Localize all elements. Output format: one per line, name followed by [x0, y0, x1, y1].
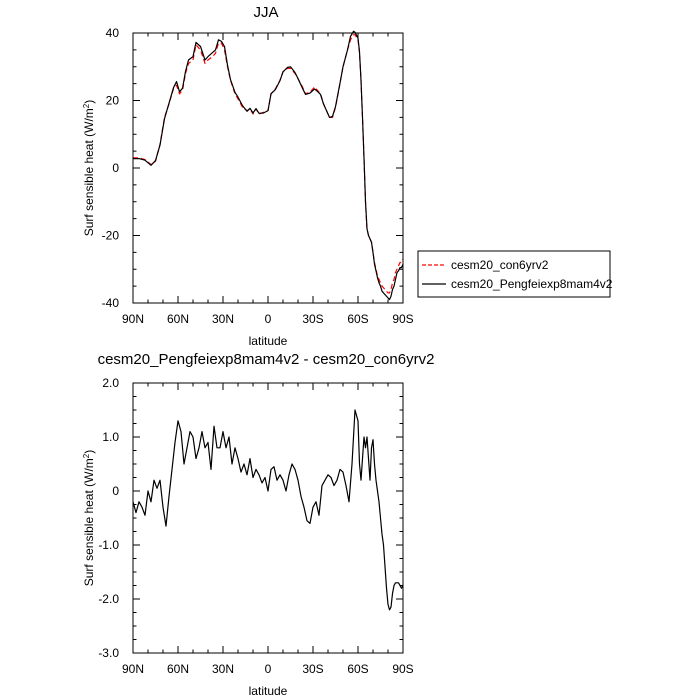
x-tick-label: 60N — [167, 662, 189, 676]
x-tick-label: 0 — [265, 662, 272, 676]
series-line-1 — [132, 409, 404, 611]
x-tick-label: 30S — [302, 312, 323, 326]
x-tick-label: 90N — [122, 662, 144, 676]
top-panel-series — [133, 30, 404, 301]
bottom-panel: cesm20_Pengfeiexp8mam4v2 - cesm20_con6yr… — [82, 351, 434, 698]
y-tick-label: 0 — [112, 484, 119, 498]
top-panel-ylabel: Surf sensible heat (W/m2) — [82, 100, 96, 237]
top-panel-frame — [132, 32, 404, 304]
x-tick-label: 30N — [212, 312, 234, 326]
legend-box — [417, 250, 611, 298]
x-tick-label: 60S — [347, 312, 368, 326]
y-tick-label: 1.0 — [102, 430, 119, 444]
top-panel-x-tick-labels: 90N 60N 30N 0 30S 60S 90S — [122, 312, 414, 326]
top-panel-ticks — [132, 32, 404, 304]
top-panel: JJA 90N 60N 30N 0 30S 60S 90S -40 -20 0 20 40 Surf… — [82, 4, 613, 326]
x-tick-label: 60N — [167, 312, 189, 326]
legend-label-experiment: cesm20_Pengfeiexp8mam4v2 — [451, 277, 613, 291]
x-tick-label: 30N — [212, 662, 234, 676]
bottom-panel-title: cesm20_Pengfeiexp8mam4v2 - cesm20_con6yr… — [98, 351, 435, 368]
bottom-panel-ylabel: Surf sensible heat (W/m2) — [82, 450, 96, 587]
y-tick-label: 0 — [112, 161, 119, 175]
bottom-panel-x-tick-labels: 90N 60N 30N 0 30S 60S 90S — [122, 662, 414, 676]
y-tick-label: 2.0 — [102, 376, 119, 390]
y-tick-label: -20 — [102, 229, 120, 243]
x-tick-label: 60S — [347, 662, 368, 676]
x-tick-label: 0 — [265, 312, 272, 326]
bottom-panel-ticks — [132, 382, 404, 654]
bottom-panel-series — [132, 409, 404, 611]
bottom-panel-frame — [132, 382, 404, 654]
x-tick-label: 90S — [392, 312, 413, 326]
x-tick-label: 90N — [122, 312, 144, 326]
y-tick-label: 20 — [106, 94, 120, 108]
top-panel-xlabel: latitude — [249, 334, 288, 348]
bottom-panel-xlabel: latitude — [249, 684, 288, 698]
x-tick-label: 30S — [302, 662, 323, 676]
bottom-panel-y-tick-labels: -3.0 -2.0 -1.0 0 1.0 2.0 — [98, 376, 119, 660]
y-tick-label: -2.0 — [98, 592, 119, 606]
top-panel-y-tick-labels: -40 -20 0 20 40 — [102, 26, 120, 310]
y-tick-label: -3.0 — [98, 646, 119, 660]
series-line-1 — [133, 34, 404, 294]
legend: cesm20_con6yrv2 cesm20_Pengfeiexp8mam4v2 — [417, 250, 613, 298]
y-tick-label: -1.0 — [98, 538, 119, 552]
top-panel-title: JJA — [253, 4, 278, 21]
y-tick-label: -40 — [102, 296, 120, 310]
legend-label-control: cesm20_con6yrv2 — [451, 258, 549, 272]
x-tick-label: 90S — [392, 662, 413, 676]
y-tick-label: 40 — [106, 26, 120, 40]
series-line-2 — [133, 30, 404, 301]
